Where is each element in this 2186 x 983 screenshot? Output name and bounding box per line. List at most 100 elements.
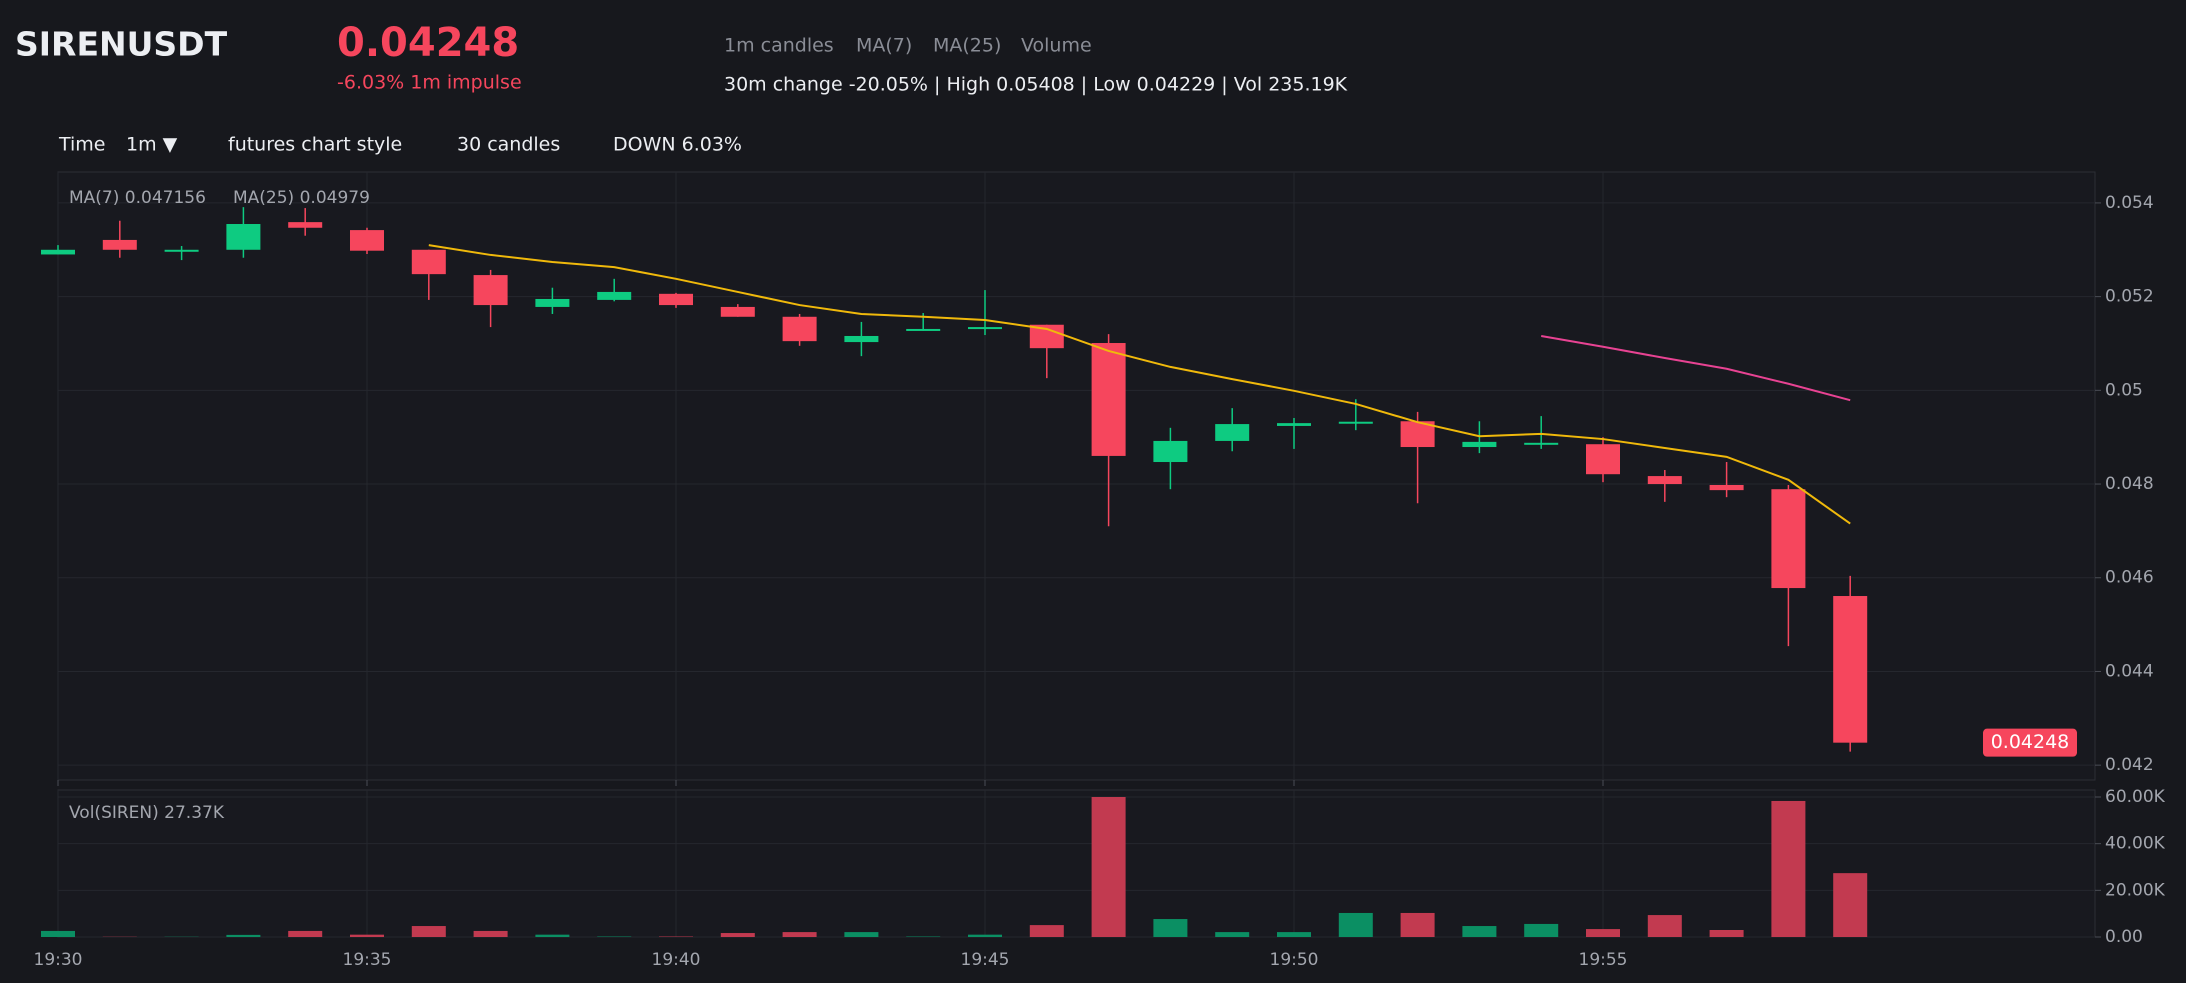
- candle-body: [659, 293, 693, 306]
- volume-bar: [473, 930, 508, 937]
- candle-body: [41, 249, 75, 255]
- ma7-tag: MA(7): [856, 35, 912, 57]
- candles-tag: 1m candles: [724, 35, 834, 57]
- candle-body: [1029, 324, 1064, 349]
- candle-body: [226, 224, 261, 250]
- volume-bar: [720, 933, 755, 937]
- volume-bar: [1833, 873, 1868, 937]
- volume-y-tick-label: 20.00K: [2105, 880, 2166, 900]
- price-tag: 0.04248: [1991, 731, 2070, 753]
- volume-y-tick-label: 0.00: [2105, 927, 2143, 947]
- candle-body: [411, 249, 446, 275]
- candle-body: [473, 275, 508, 306]
- volume-bar: [1524, 923, 1559, 937]
- volume-bar: [1709, 930, 1744, 937]
- volume-bar: [1153, 919, 1188, 937]
- style-button[interactable]: futures chart style: [228, 134, 402, 156]
- chart-layer: 0.042 0.044 0.046 0.048 0.05 0.052 0.054 0.00 20…: [34, 172, 2166, 970]
- candle-body: [1709, 484, 1744, 491]
- candle-body: [288, 222, 323, 228]
- volume-bar: [1586, 929, 1620, 937]
- ma25-legend: MA(25) 0.04979: [233, 188, 370, 208]
- direction-label: DOWN 6.03%: [613, 134, 742, 156]
- time-label: Time: [58, 134, 106, 156]
- volume-bar: [411, 926, 446, 937]
- volume-bar: [350, 934, 384, 937]
- volume-legend: Vol(SIREN) 27.37K: [69, 803, 225, 823]
- candle-body: [1462, 441, 1497, 448]
- ma-line: [428, 244, 1851, 525]
- candle-body: [1771, 489, 1806, 589]
- volume-bar: [226, 934, 261, 937]
- x-tick-label: 19:45: [961, 950, 1010, 970]
- symbol: SIRENUSDT: [15, 25, 228, 64]
- y-tick-label: 0.05: [2105, 380, 2143, 400]
- ma7-legend: MA(7) 0.047156: [69, 188, 206, 208]
- last-price: 0.04248: [337, 20, 519, 66]
- volume-bar: [1091, 797, 1126, 937]
- interval-select[interactable]: 1m ▼: [126, 134, 178, 156]
- volume-bar: [1647, 915, 1682, 937]
- volume-bar: [1215, 932, 1250, 937]
- price-panel: [57, 171, 2096, 781]
- ma7-legend-name: MA(7): [69, 188, 119, 208]
- impulse: -6.03% 1m impulse: [337, 72, 522, 94]
- y-tick-label: 0.046: [2105, 568, 2154, 588]
- ma25-legend-value: 0.04979: [300, 188, 370, 208]
- candle-body: [350, 230, 384, 251]
- volume-tag: Volume: [1021, 35, 1092, 57]
- candle-body: [1277, 423, 1311, 426]
- candle-body: [1338, 421, 1373, 424]
- ma7-legend-value: 0.047156: [125, 188, 206, 208]
- y-tick-label: 0.048: [2105, 474, 2154, 494]
- ma25-tag: MA(25): [933, 35, 1001, 57]
- candle-body: [906, 328, 941, 331]
- candle-body: [1647, 476, 1682, 485]
- candle-body: [1833, 596, 1868, 743]
- candle-body: [164, 249, 199, 252]
- x-tick-label: 19:40: [652, 950, 701, 970]
- candle-body: [844, 335, 879, 343]
- candle-body: [968, 327, 1002, 330]
- candle-body: [782, 316, 817, 342]
- volume-bar: [844, 932, 879, 937]
- volume-bar: [1338, 912, 1373, 937]
- candle-body: [720, 306, 755, 317]
- candle-body: [1524, 442, 1559, 445]
- y-tick-label: 0.042: [2105, 755, 2154, 775]
- candle-body: [597, 291, 632, 300]
- candle-body: [535, 298, 570, 307]
- x-tick-label: 19:30: [34, 950, 83, 970]
- volume-bar: [1462, 926, 1497, 937]
- x-tick-label: 19:50: [1270, 950, 1319, 970]
- x-tick-label: 19:55: [1579, 950, 1628, 970]
- volume-bar: [288, 930, 323, 937]
- y-tick-label: 0.052: [2105, 287, 2154, 307]
- volume-bar: [968, 934, 1002, 937]
- y-tick-label: 0.054: [2105, 193, 2154, 213]
- x-tick-label: 19:35: [343, 950, 392, 970]
- candle-body: [1153, 440, 1188, 463]
- volume-bar: [41, 930, 75, 937]
- candle-body: [1091, 343, 1126, 456]
- count-label: 30 candles: [457, 134, 560, 156]
- candle-body: [1215, 424, 1250, 441]
- price-tag-bg: [1983, 728, 2077, 757]
- candle-body: [1586, 444, 1620, 475]
- volume-bar: [1029, 925, 1064, 937]
- ma25-legend-name: MA(25): [233, 188, 294, 208]
- ma-line: [1541, 335, 1851, 402]
- volume-bar: [535, 934, 570, 937]
- volume-bar: [1400, 912, 1435, 937]
- volume-y-tick-label: 60.00K: [2105, 787, 2166, 807]
- volume-bar: [1277, 932, 1311, 937]
- y-tick-label: 0.044: [2105, 661, 2154, 681]
- candle-body: [102, 239, 137, 250]
- volume-bar: [782, 932, 817, 937]
- stats: 30m change -20.05% | High 0.05408 | Low …: [724, 74, 1348, 96]
- volume-panel: [57, 789, 2096, 938]
- volume-bar: [1771, 800, 1806, 937]
- volume-y-tick-label: 40.00K: [2105, 834, 2166, 854]
